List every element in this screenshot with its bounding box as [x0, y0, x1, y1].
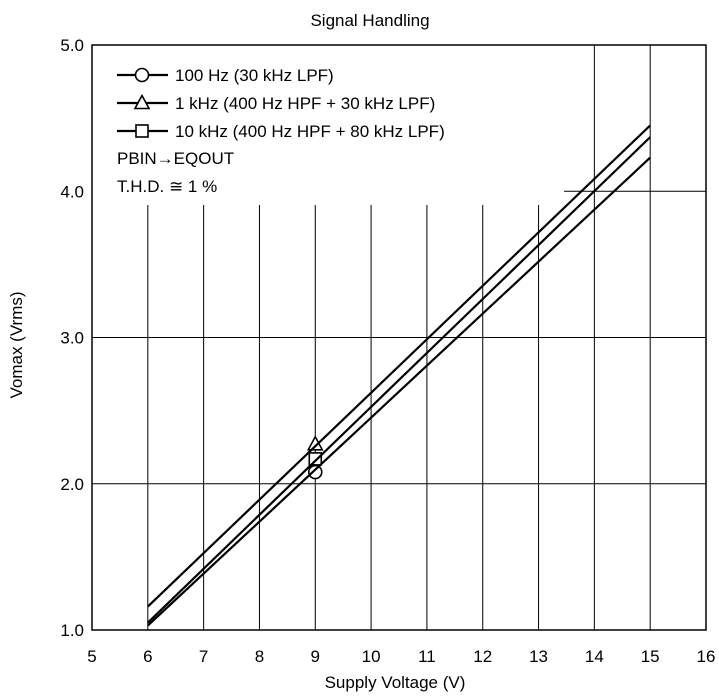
y-axis-label: Vomax (Vrms) [7, 291, 26, 398]
annotation-text: T.H.D. ≅ 1 % [117, 177, 217, 196]
series-line-triangle [147, 124, 651, 608]
circle-marker [307, 464, 323, 480]
triangle-marker [306, 435, 324, 451]
plot-frame [91, 44, 707, 631]
x-tick-label: 12 [473, 647, 492, 666]
annotation-text: PBIN→EQOUT [117, 149, 234, 168]
annotations: PBIN→EQOUT T.H.D. ≅ 1 % [117, 149, 234, 196]
x-axis-label: Supply Voltage (V) [325, 673, 466, 692]
y-tick-label: 1.0 [60, 621, 84, 640]
legend: 100 Hz (30 kHz LPF) 1 kHz (400 Hz HPF + 3… [117, 66, 445, 141]
x-tick-label: 9 [311, 647, 320, 666]
tick-labels: 5 6 7 8 9 10 11 12 13 14 15 16 1.0 2.0 3.0 4.0 5.0 [60, 36, 715, 666]
x-tick-label: 8 [255, 647, 264, 666]
series-group [147, 124, 651, 627]
x-tick-label: 16 [697, 647, 716, 666]
x-tick-label: 7 [199, 647, 208, 666]
series-line-square [147, 136, 651, 624]
chart-title: Signal Handling [310, 11, 429, 30]
x-tick-label: 6 [143, 647, 152, 666]
x-tick-label: 10 [362, 647, 381, 666]
y-tick-label: 5.0 [60, 36, 84, 55]
x-tick-label: 13 [529, 647, 548, 666]
x-tick-label: 14 [585, 647, 604, 666]
series-line-circle [147, 156, 651, 627]
x-tick-label: 11 [418, 647, 436, 666]
square-marker [308, 452, 323, 466]
x-tick-label: 15 [641, 647, 660, 666]
data-markers [306, 435, 324, 480]
y-tick-label: 3.0 [60, 329, 84, 348]
circle-marker [134, 67, 150, 83]
y-tick-label: 2.0 [60, 475, 84, 494]
x-tick-label: 5 [87, 647, 96, 666]
legend-label: 1 kHz (400 Hz HPF + 30 kHz LPF) [175, 94, 435, 113]
legend-label: 10 kHz (400 Hz HPF + 80 kHz LPF) [175, 122, 445, 141]
y-tick-label: 4.0 [60, 182, 84, 201]
legend-label: 100 Hz (30 kHz LPF) [175, 66, 334, 85]
triangle-marker [133, 93, 151, 110]
square-marker [135, 124, 149, 138]
